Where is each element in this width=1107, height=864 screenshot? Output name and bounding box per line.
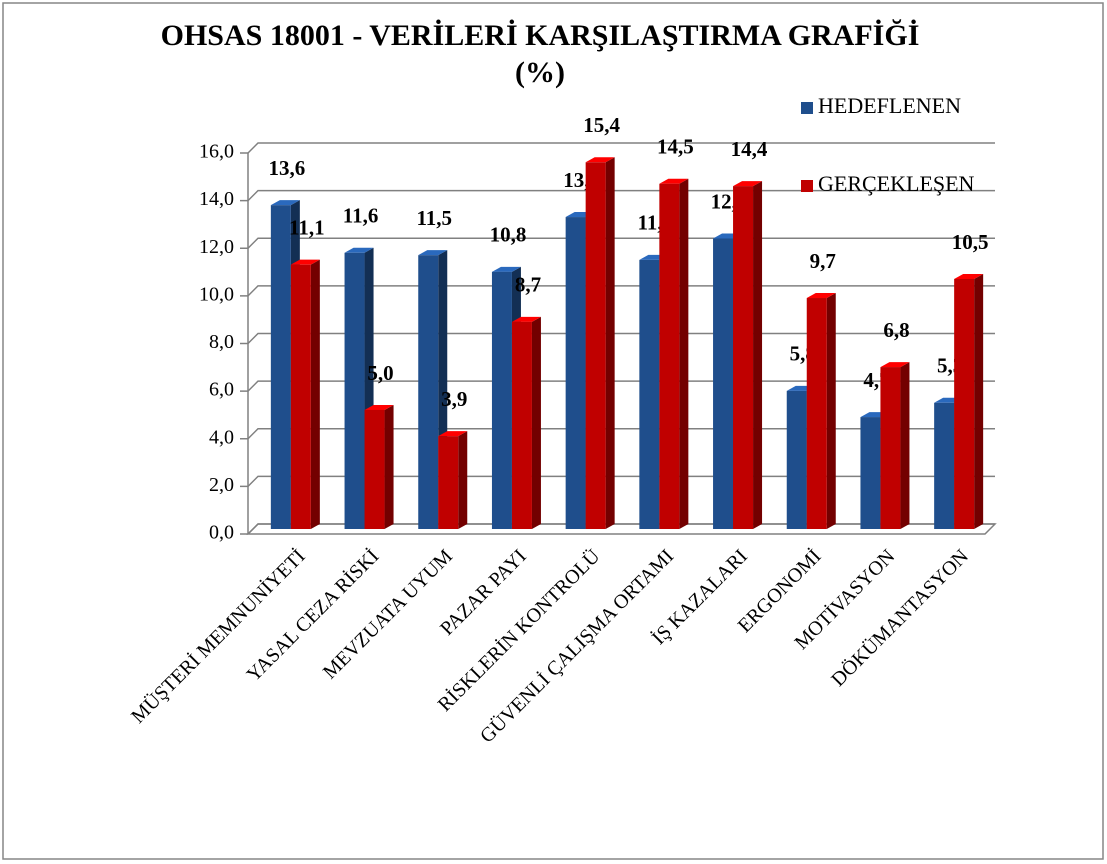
data-label: 11,1 (289, 215, 325, 239)
y-tick-label: 12,0 (199, 236, 234, 258)
bar-side (384, 404, 394, 529)
bar-top (270, 200, 300, 206)
bar-top (418, 250, 448, 256)
bar-top (806, 293, 836, 299)
bar (659, 178, 689, 529)
data-label: 15,4 (583, 113, 620, 137)
bar-front (511, 321, 532, 529)
bar-top (438, 431, 468, 437)
y-tick-label: 6,0 (209, 379, 234, 401)
data-label: 11,6 (343, 204, 379, 228)
data-label: 11,5 (416, 206, 452, 230)
data-label: 6,8 (883, 318, 909, 342)
data-label: 10,8 (490, 223, 527, 247)
bar-front (344, 252, 365, 529)
bar (954, 273, 984, 529)
bar-side (679, 178, 689, 529)
legend-label: GERÇEKLEŞEN (818, 171, 975, 196)
bar-front (639, 259, 660, 529)
bar-front (860, 417, 881, 529)
bar-top (659, 178, 689, 184)
bar-front (934, 402, 955, 529)
bar-front (491, 271, 512, 529)
data-label: 14,5 (657, 135, 694, 159)
data-label: 14,4 (731, 137, 768, 161)
bar-front (786, 390, 807, 529)
bar-top (733, 181, 763, 187)
data-label: 3,9 (441, 387, 467, 411)
bar-side (310, 259, 320, 529)
bar-side (826, 293, 836, 529)
bar-side (753, 181, 763, 529)
y-tick-label: 4,0 (209, 426, 234, 448)
bar (511, 316, 541, 529)
y-tick-label: 14,0 (199, 188, 234, 210)
y-tick-label: 0,0 (209, 522, 234, 544)
bar-front (438, 436, 459, 529)
bar-front (659, 183, 680, 529)
y-tick-label: 8,0 (209, 331, 234, 353)
bar-side (531, 316, 541, 529)
legend-swatch (801, 180, 813, 192)
legend-label: HEDEFLENEN (818, 93, 961, 118)
bar-top (954, 273, 984, 279)
bar-front (270, 205, 291, 529)
bar-front (585, 162, 606, 529)
data-label: 9,7 (810, 249, 836, 273)
bar-top (585, 157, 615, 163)
bar-front (364, 409, 385, 529)
bar (364, 404, 394, 529)
bar (585, 157, 615, 529)
y-tick-label: 10,0 (199, 283, 234, 305)
chart-subtitle: (%) (515, 56, 565, 89)
bar (733, 181, 763, 529)
bar (438, 431, 468, 529)
bar (806, 293, 836, 529)
data-label: 8,7 (515, 273, 541, 297)
bar-top (880, 362, 910, 368)
bar-front (806, 298, 827, 529)
bar-side (605, 157, 615, 529)
bar-top (364, 404, 394, 410)
legend-swatch (801, 102, 813, 114)
bar-front (880, 367, 901, 529)
bar (290, 259, 320, 529)
bar-top (511, 316, 541, 322)
bar-side (458, 431, 468, 529)
bar-front (418, 255, 439, 529)
data-label: 10,5 (952, 230, 989, 254)
bar-front (954, 278, 975, 529)
bar-front (565, 217, 586, 529)
bar-top (491, 266, 521, 272)
y-tick-label: 16,0 (199, 141, 234, 163)
data-label: 5,0 (367, 361, 393, 385)
chart-title: OHSAS 18001 - VERİLERİ KARŞILAŞTIRMA GRA… (161, 19, 920, 52)
y-tick-label: 2,0 (209, 474, 234, 496)
bar-side (974, 273, 984, 529)
bar-front (713, 238, 734, 530)
bar (880, 362, 910, 529)
bar-top (344, 247, 374, 253)
data-label: 13,6 (268, 156, 305, 180)
bar-side (900, 362, 910, 529)
grid-line (247, 142, 995, 154)
bar-front (290, 264, 311, 529)
bar-top (290, 259, 320, 265)
bar-front (733, 186, 754, 529)
